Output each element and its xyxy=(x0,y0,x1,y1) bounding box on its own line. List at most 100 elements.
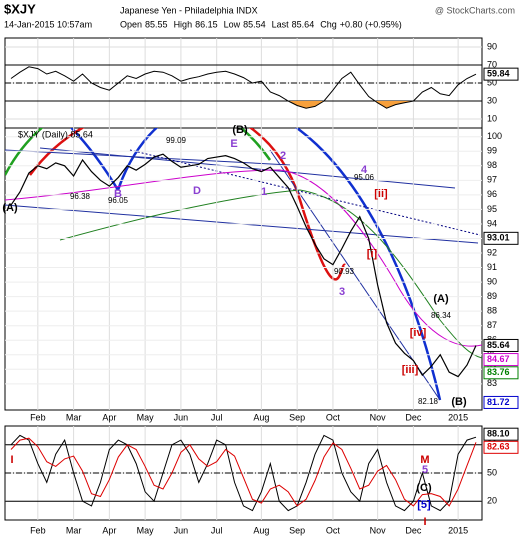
y-tick-label: 20 xyxy=(487,496,497,506)
y-tick-label: 98 xyxy=(487,160,497,170)
y-tick-label: 96 xyxy=(487,189,497,199)
oversold-fill xyxy=(11,101,476,109)
moving-average xyxy=(59,189,482,359)
x-tick-label: Jun xyxy=(174,412,189,422)
quote-value: 85.54 xyxy=(243,19,266,29)
value-box: 85.64 xyxy=(483,338,519,352)
x-tick-label: Jun xyxy=(174,525,189,535)
y-tick-label: 87 xyxy=(487,320,497,330)
y-tick-label: 100 xyxy=(487,131,502,141)
y-tick-label: 50 xyxy=(487,467,497,477)
x-tick-label: Oct xyxy=(326,525,341,535)
quote-label: Open xyxy=(120,19,142,29)
wave-label: [iv] xyxy=(410,327,427,339)
value-box-label: 85.64 xyxy=(487,340,510,350)
x-tick-label: Mar xyxy=(66,525,82,535)
value-box-label: 84.67 xyxy=(487,354,510,364)
value-box-label: 59.84 xyxy=(487,69,510,79)
value-box-bg xyxy=(483,353,519,367)
x-tick-label: Feb xyxy=(30,412,46,422)
quote-label: High xyxy=(174,19,193,29)
x-tick-label: Feb xyxy=(30,525,46,535)
wave-label: M xyxy=(420,454,429,466)
quote-label: Last xyxy=(272,19,290,29)
cycle-arc xyxy=(5,128,272,176)
wave-label: [5] xyxy=(417,499,431,511)
y-tick-label: 90 xyxy=(487,276,497,286)
value-box-label: 83.76 xyxy=(487,367,510,377)
trend-line xyxy=(129,149,481,236)
price-label: 99.09 xyxy=(166,136,187,145)
price-label: 82.18 xyxy=(418,397,439,406)
series-line xyxy=(10,437,477,507)
y-tick-label: 95 xyxy=(487,204,497,214)
wave-label: (A) xyxy=(2,202,18,214)
value-box-bg xyxy=(483,366,519,380)
y-tick-label: 91 xyxy=(487,262,497,272)
wave-label: 4 xyxy=(361,164,368,176)
y-tick-label: 88 xyxy=(487,306,497,316)
x-tick-label: 2015 xyxy=(448,412,468,422)
x-tick-label: Dec xyxy=(405,525,422,535)
value-box-bg xyxy=(483,395,519,409)
y-tick-label: 70 xyxy=(487,59,497,69)
value-box: 84.67 xyxy=(483,353,519,367)
change: +0.80 (+0.95%) xyxy=(340,19,402,29)
x-tick-label: May xyxy=(137,525,155,535)
y-tick-label: 90 xyxy=(487,41,497,51)
wave-label: D xyxy=(193,185,201,197)
series-line xyxy=(10,434,477,512)
quote-label: Low xyxy=(224,19,241,29)
series-line xyxy=(10,66,477,109)
quote-value: 85.55 xyxy=(145,19,168,29)
value-box-label: 93.01 xyxy=(487,233,510,243)
wave-label: [iii] xyxy=(402,364,419,376)
value-box-bg xyxy=(483,67,519,81)
wave-label: (C) xyxy=(416,482,432,494)
wave-label: I xyxy=(423,516,426,528)
change-label: Chg xyxy=(320,19,337,29)
wave-label: 2 xyxy=(280,150,286,162)
price-panel xyxy=(4,127,483,411)
wave-label: (B) xyxy=(451,396,467,408)
chart-subtitle: Japanese Yen - Philadelphia INDX xyxy=(120,5,258,15)
value-box: 82.63 xyxy=(483,440,519,454)
wave-label: (A) xyxy=(433,293,449,305)
price-label: 96.05 xyxy=(108,196,129,205)
watermark: @ StockCharts.com xyxy=(435,5,515,15)
x-tick-label: Aug xyxy=(253,412,269,422)
x-tick-label: Mar xyxy=(66,412,82,422)
quote-value: 86.15 xyxy=(195,19,218,29)
series-line xyxy=(10,153,477,378)
price-label: 95.06 xyxy=(354,173,375,182)
wave-label: (B) xyxy=(232,124,248,136)
y-tick-label: 92 xyxy=(487,247,497,257)
wave-label: 3 xyxy=(339,286,345,298)
value-box: 88.10 xyxy=(483,427,519,441)
y-tick-label: 10 xyxy=(487,113,497,123)
value-box-label: 81.72 xyxy=(487,397,510,407)
cycle-arc xyxy=(28,128,347,281)
y-tick-label: 99 xyxy=(487,146,497,156)
date: 14-Jan-2015 10:57am xyxy=(4,19,92,29)
x-tick-label: May xyxy=(137,412,155,422)
wave-label: B xyxy=(114,188,122,200)
y-tick-label: 89 xyxy=(487,291,497,301)
cycle-arc xyxy=(69,128,120,191)
moving-average xyxy=(5,169,482,347)
quote-value: 85.64 xyxy=(292,19,315,29)
x-tick-label: Jul xyxy=(211,525,223,535)
y-tick-label: 97 xyxy=(487,175,497,185)
x-tick-label: Oct xyxy=(326,412,341,422)
value-box: 93.01 xyxy=(483,231,519,245)
y-tick-label: 94 xyxy=(487,218,497,228)
x-tick-label: Sep xyxy=(289,412,305,422)
legend: $XJY (Daily) 85.64 xyxy=(18,129,93,139)
x-tick-label: 2015 xyxy=(448,525,468,535)
wave-label: E xyxy=(230,138,237,150)
value-box-bg xyxy=(483,338,519,352)
value-box: 81.72 xyxy=(483,395,519,409)
price-label: 96.38 xyxy=(70,192,91,201)
x-tick-label: Jul xyxy=(211,412,223,422)
